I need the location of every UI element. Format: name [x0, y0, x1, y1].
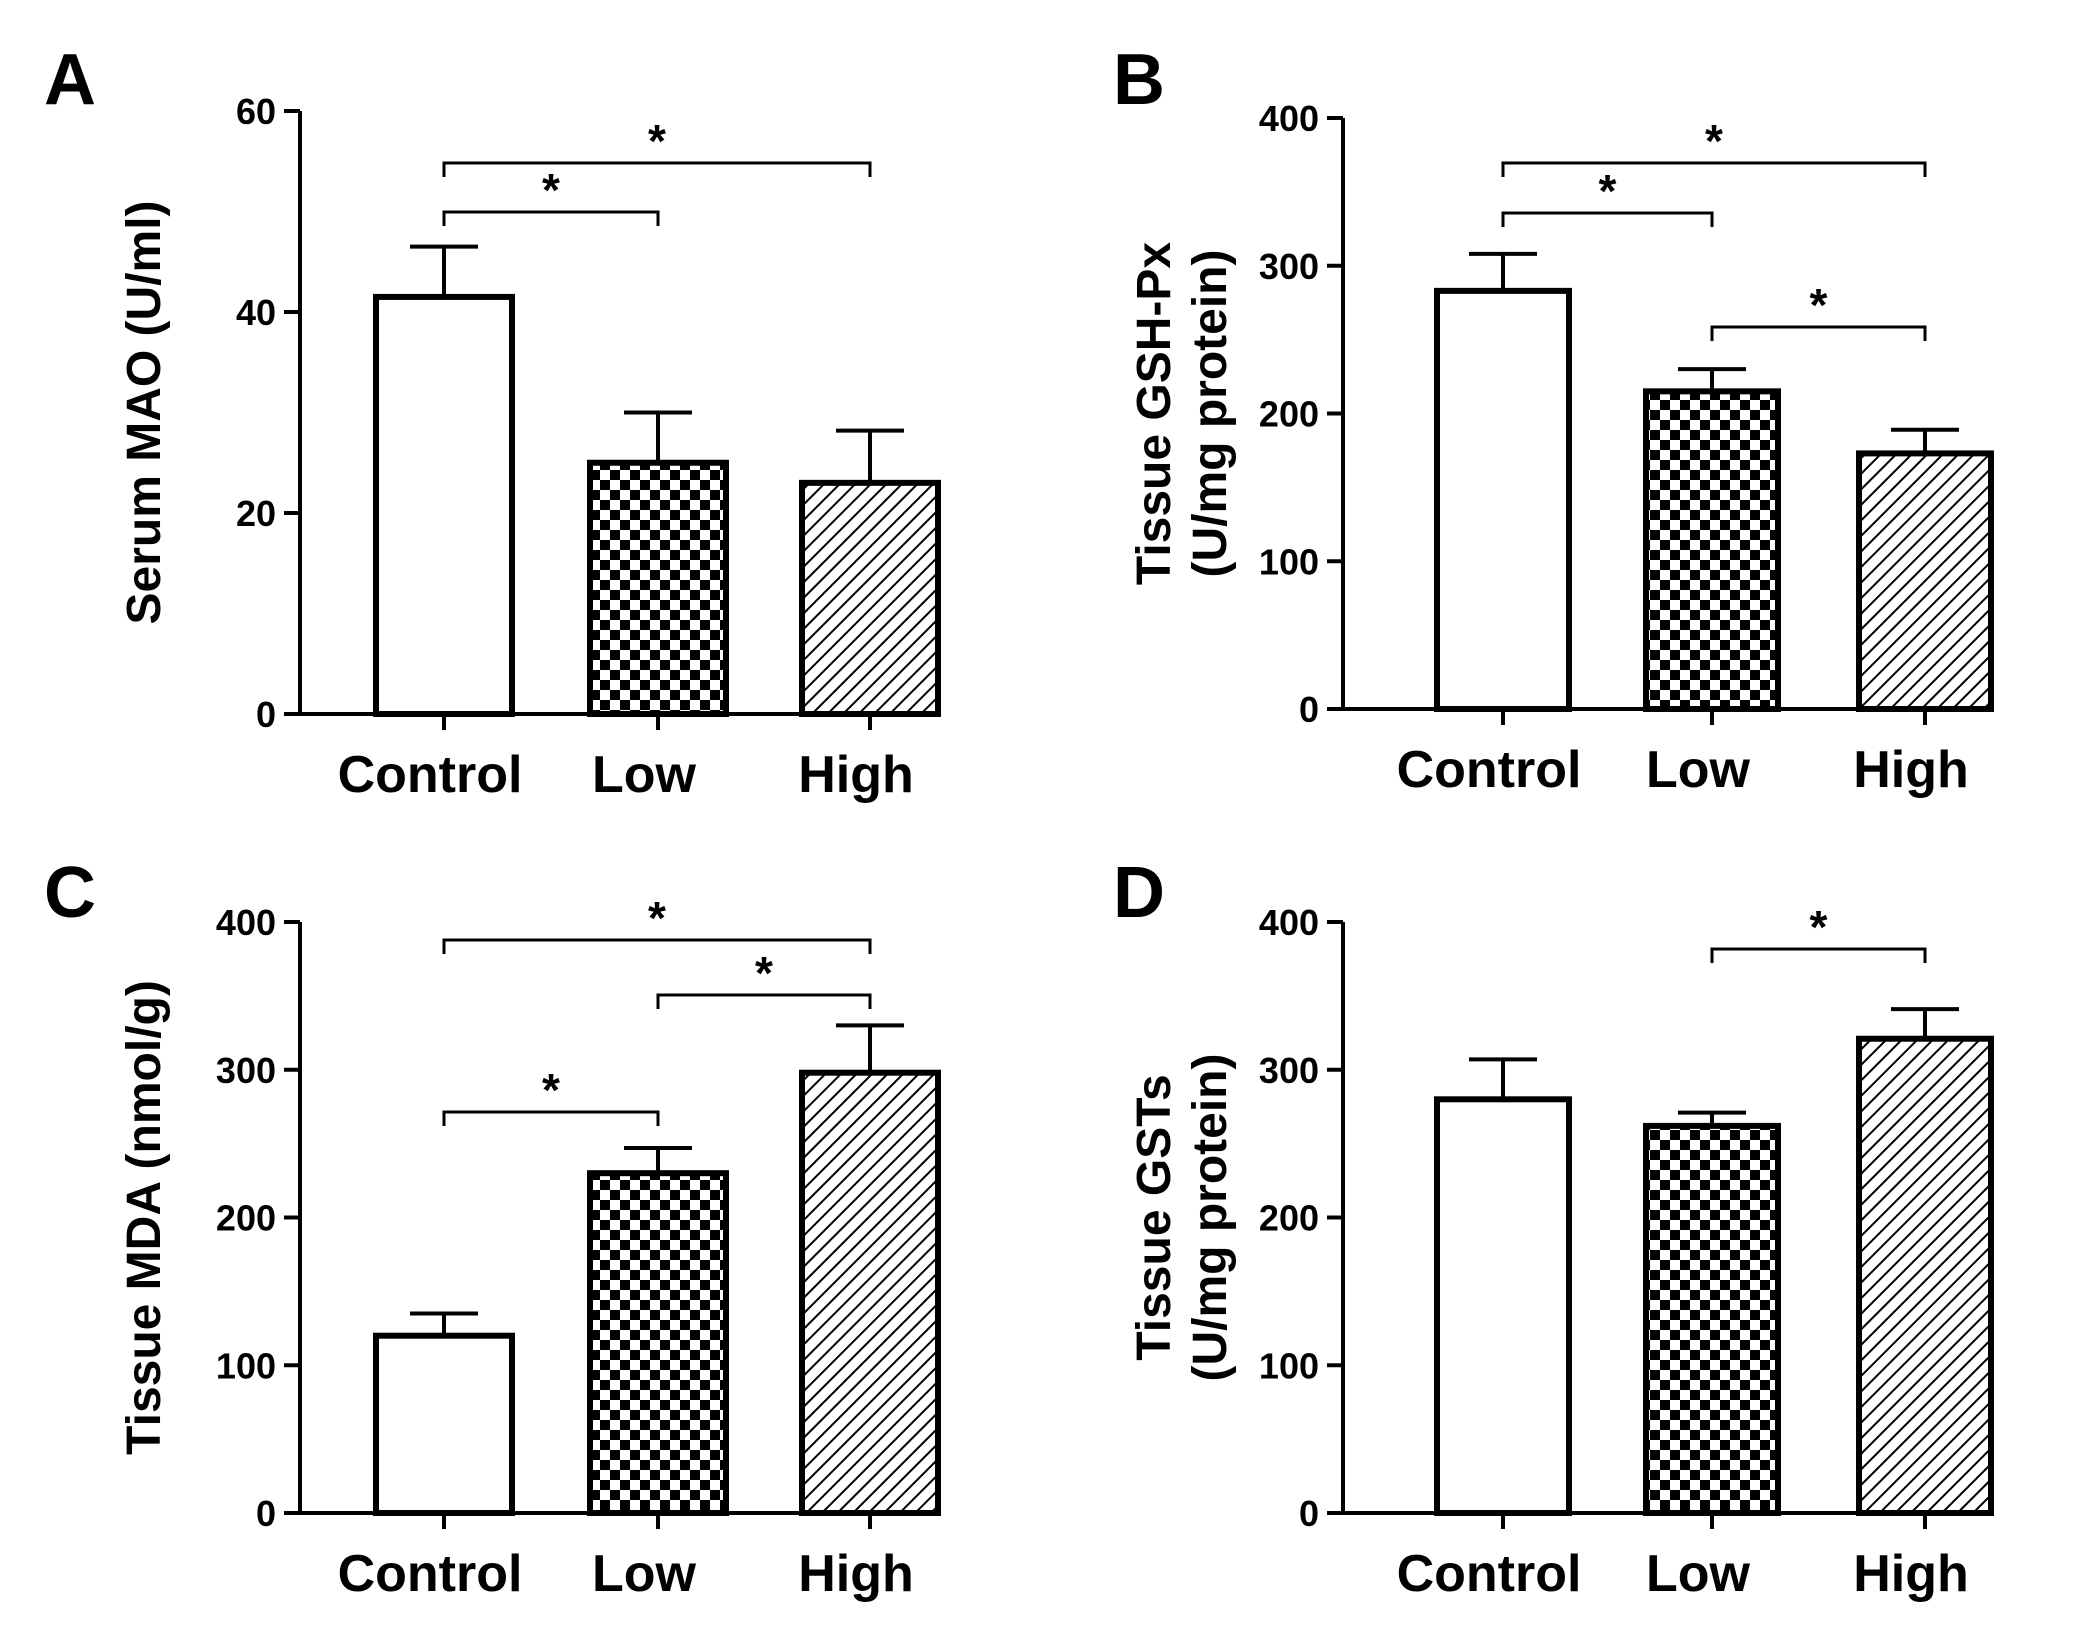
panel-c-bar-control	[373, 1332, 515, 1516]
panel-b-significance-star: *	[1599, 165, 1617, 217]
panel-c-y-tick-label: 0	[256, 1493, 276, 1534]
panel-d-y-tick-label: 300	[1259, 1050, 1319, 1091]
panel-a-bar-low	[587, 459, 729, 717]
panel-b-bar-control	[1434, 287, 1572, 712]
panel-b-letter: B	[1113, 40, 1165, 120]
panel-b-y-axis-title: (U/mg protein)	[1184, 250, 1237, 578]
panel-a-y-tick-label: 20	[236, 493, 276, 534]
panel-a-category-label: High	[798, 746, 914, 804]
panel-c-bar-high	[799, 1069, 941, 1516]
panel-c-category-label: Control	[338, 1545, 523, 1603]
panel-b-category-label: High	[1853, 741, 1969, 799]
panel-b-chart: B 0 100 200 300 400 Tissue GSH-Px (U/mg protein…	[1113, 40, 1994, 799]
panel-a-letter: A	[44, 40, 96, 120]
panel-b-y-tick-label: 400	[1259, 98, 1319, 139]
panel-c-y-axis-title: Tissue MDA (nmol/g)	[118, 980, 171, 1455]
panel-d-y-tick-label: 0	[1299, 1493, 1319, 1534]
panel-a-significance-star: *	[648, 115, 666, 167]
panel-b-bar-high	[1856, 450, 1994, 712]
panel-d-y-tick-label: 400	[1259, 902, 1319, 943]
panel-b-significance-star: *	[1810, 279, 1828, 331]
panel-c-y-tick-label: 300	[216, 1050, 276, 1091]
panel-b-significance-bracket	[1501, 211, 1714, 227]
panel-a-y-axis-title: Serum MAO (U/ml)	[118, 200, 171, 624]
panel-a-chart: A 0 20 40 60 Serum MAO (U/ml) Control Low High * *	[44, 40, 941, 804]
panel-d-bar-high	[1856, 1035, 1994, 1517]
panel-d-chart: D 0 100 200 300 400 Tissue GSTs (U/mg protein) C…	[1113, 853, 1994, 1603]
panel-a-bar-high	[799, 479, 941, 717]
panel-c-category-label: Low	[592, 1545, 697, 1603]
panel-b-significance-bracket	[1501, 161, 1927, 177]
panel-a-category-label: Low	[592, 746, 697, 804]
panel-c-significance-star: *	[648, 892, 666, 944]
panel-d-bar-low	[1643, 1122, 1781, 1517]
panel-c-chart: C 0 100 200 300 400 Tissue MDA (nmol/g) Control…	[44, 853, 941, 1603]
panel-c-y-tick-label: 400	[216, 902, 276, 943]
panel-c-bar-low	[587, 1170, 729, 1517]
panel-a-category-label: Control	[338, 746, 523, 804]
panel-c-category-label: High	[798, 1545, 914, 1603]
panel-c-y-tick-label: 200	[216, 1198, 276, 1239]
panel-a-y-tick-label: 0	[256, 694, 276, 735]
panel-b-y-tick-label: 200	[1259, 394, 1319, 435]
panel-b-significance-bracket	[1710, 325, 1927, 341]
panel-d-bar-control	[1434, 1096, 1572, 1517]
panel-b-significance-star: *	[1705, 115, 1723, 167]
panel-d-category-label: Low	[1646, 1545, 1751, 1603]
panel-d-significance-bracket	[1710, 947, 1927, 963]
panel-b-category-label: Control	[1397, 741, 1582, 799]
panel-c-significance-bracket	[656, 993, 872, 1009]
panel-d-y-axis-title: Tissue GSTs	[1128, 1074, 1181, 1360]
panel-d-y-tick-label: 100	[1259, 1345, 1319, 1386]
panel-a-significance-bracket	[442, 210, 660, 226]
panel-c-significance-bracket	[442, 1110, 660, 1126]
panel-c-significance-bracket	[442, 938, 872, 954]
panel-c-y-tick-label: 100	[216, 1345, 276, 1386]
panel-a-significance-bracket	[442, 161, 872, 177]
panel-c-letter: C	[44, 853, 96, 933]
panel-b-y-tick-label: 100	[1259, 541, 1319, 582]
panel-b-y-tick-label: 300	[1259, 246, 1319, 287]
panel-a-bar-control	[373, 293, 515, 717]
panel-d-y-axis-title: (U/mg protein)	[1184, 1054, 1237, 1382]
panel-a-y-tick-label: 60	[236, 91, 276, 132]
panel-b-bar-low	[1643, 388, 1781, 712]
panel-d-significance-star: *	[1810, 901, 1828, 953]
panel-d-category-label: High	[1853, 1545, 1969, 1603]
panel-b-category-label: Low	[1646, 741, 1751, 799]
panel-c-significance-star: *	[542, 1064, 560, 1116]
panel-b-y-tick-label: 0	[1299, 689, 1319, 730]
panel-a-significance-star: *	[542, 164, 560, 216]
panel-d-category-label: Control	[1397, 1545, 1582, 1603]
panel-d-letter: D	[1113, 853, 1165, 933]
panel-c-significance-star: *	[755, 947, 773, 999]
panel-d-y-tick-label: 200	[1259, 1198, 1319, 1239]
panel-b-y-axis-title: Tissue GSH-Px	[1128, 242, 1181, 586]
panel-a-y-tick-label: 40	[236, 292, 276, 333]
